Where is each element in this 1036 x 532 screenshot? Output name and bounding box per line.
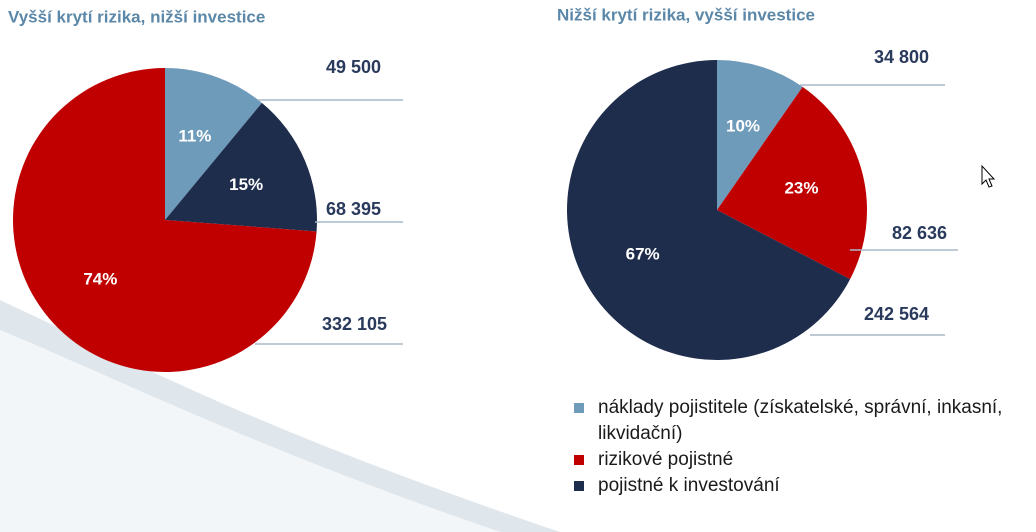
percent-label: 23% xyxy=(784,179,818,198)
percent-label: 15% xyxy=(229,175,263,194)
percent-label: 10% xyxy=(726,116,760,135)
background-swoosh xyxy=(0,330,500,532)
legend-swatch xyxy=(574,481,584,491)
legend-item: pojistné k investování xyxy=(572,473,1036,499)
pie-slice xyxy=(717,60,803,210)
value-label: 49 500 xyxy=(326,57,381,77)
legend-item: náklady pojistitele (získatelské, správn… xyxy=(572,395,1036,447)
percent-label: 74% xyxy=(83,269,117,288)
pie-slice xyxy=(165,102,317,232)
value-label: 242 564 xyxy=(864,304,929,324)
legend: náklady pojistitele (získatelské, správn… xyxy=(572,395,1036,499)
pie-slice xyxy=(567,60,851,360)
percent-label: 11% xyxy=(178,127,211,146)
value-label: 82 636 xyxy=(892,223,947,243)
chart-title: Vyšší krytí rizika, nižší investice xyxy=(8,7,265,26)
pie-slice xyxy=(165,68,262,220)
pie-slice xyxy=(717,86,868,280)
legend-item: rizikové pojistné xyxy=(572,447,1036,473)
value-label: 332 105 xyxy=(322,314,387,334)
legend-label: rizikové pojistné xyxy=(598,449,734,470)
legend-label: náklady pojistitele (získatelské, správn… xyxy=(598,397,1003,444)
cursor xyxy=(981,164,996,188)
percent-label: 67% xyxy=(626,245,660,264)
legend-label: pojistné k investování xyxy=(598,475,780,496)
legend-swatch xyxy=(574,403,584,413)
pie-slice xyxy=(12,68,317,372)
value-label: 34 800 xyxy=(874,47,929,67)
chart-title: Nižší krytí rizika, vyšší investice xyxy=(557,5,815,24)
legend-swatch xyxy=(574,455,584,465)
value-label: 68 395 xyxy=(326,199,381,219)
